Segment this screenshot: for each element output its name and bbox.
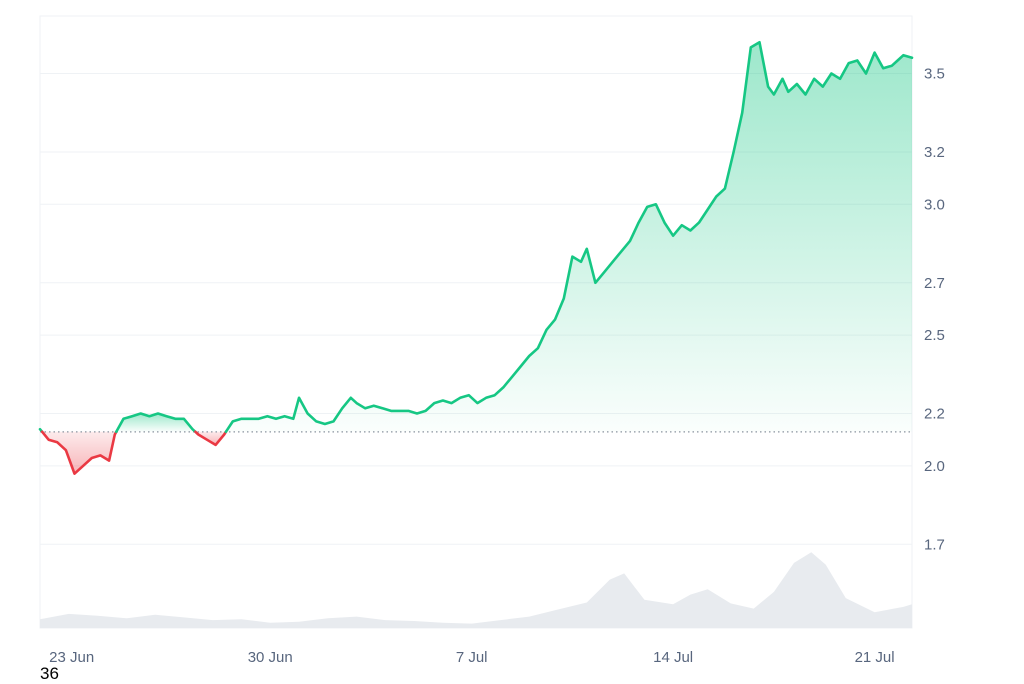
x-tick-label: 7 Jul [456, 649, 488, 666]
price-line-down-segment [194, 430, 228, 447]
y-tick-label: 3.5 [924, 66, 945, 83]
y-tick-label: 1.7 [924, 536, 945, 553]
y-tick-label: 2.2 [924, 406, 945, 423]
x-tick-label: 30 Jun [248, 649, 293, 666]
y-tick-label: 2.7 [924, 275, 945, 292]
price-line-up-segment [115, 412, 197, 434]
y-tick-label: 2.0 [924, 458, 945, 475]
down-area-fill [42, 431, 117, 474]
price-line-down-segment [40, 430, 118, 476]
price-area-fill [40, 42, 912, 474]
x-tick-label: 14 Jul [653, 649, 693, 666]
y-axis: 1.7 2.0 2.2 2.5 2.7 3.0 3.2 3.5 [924, 66, 945, 554]
up-area-fill [116, 413, 196, 432]
y-tick-label: 3.0 [924, 196, 945, 213]
volume-area-path [40, 552, 912, 628]
price-line-up-segment [224, 40, 914, 434]
volume-area [40, 552, 912, 628]
x-axis: 23 Jun 30 Jun 7 Jul 14 Jul 21 Jul [49, 649, 894, 666]
x-tick-label: 21 Jul [855, 649, 895, 666]
y-tick-label: 3.2 [924, 144, 945, 161]
y-tick-label: 2.5 [924, 327, 945, 344]
x-tick-label: 23 Jun [49, 649, 94, 666]
corner-label: 36 [40, 664, 59, 683]
up-area-fill [225, 42, 912, 432]
price-line [38, 40, 914, 476]
